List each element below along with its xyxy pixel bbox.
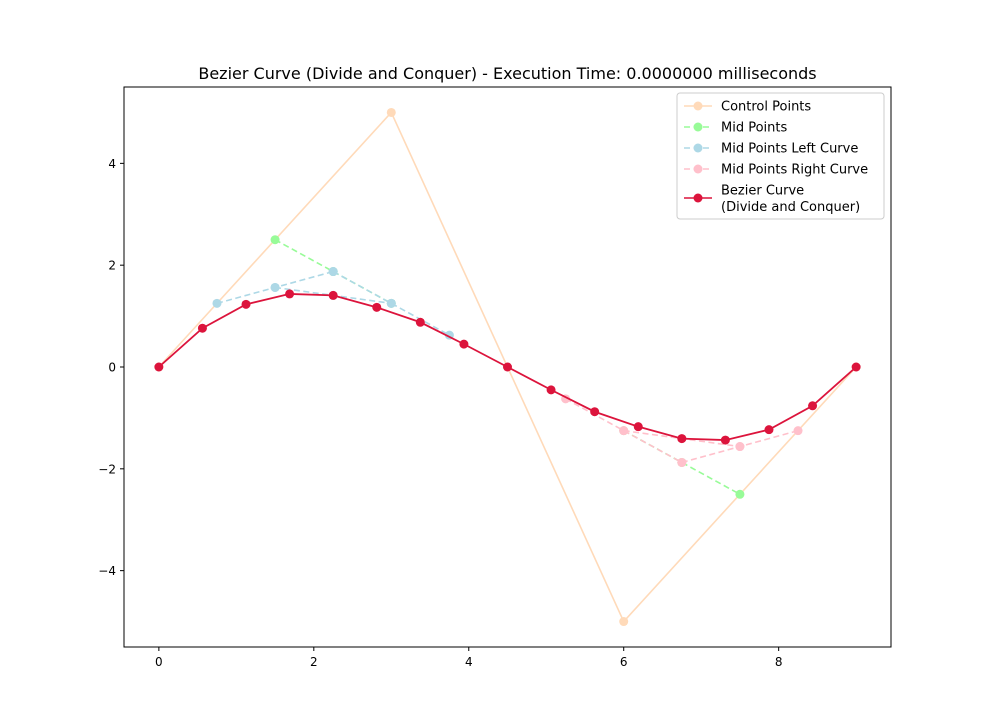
y-tick-label: 4 [108,157,116,171]
legend-swatch-marker [693,101,703,111]
x-tick-label: 6 [620,655,628,669]
bezier-curve-divide-and-conquer-point [808,401,818,411]
bezier-curve-divide-and-conquer-point [328,290,338,300]
legend-label: Mid Points Right Curve [721,163,868,178]
legend-label: (Divide and Conquer) [721,200,860,215]
bezier-curve-divide-and-conquer-point [285,289,295,299]
legend-label: Bezier Curve [721,184,804,199]
x-tick-label: 4 [465,655,473,669]
legend-swatch-marker [693,122,703,132]
bezier-curve-divide-and-conquer-point [459,339,469,349]
mid-points-left-curve-1-point [328,267,338,277]
bezier-curve-divide-and-conquer-point [241,299,251,309]
legend-box [676,92,885,220]
x-tick-label: 2 [310,655,318,669]
mid-points-right-curve-line-0 [565,398,683,464]
mid-points-left-curve-2-point [270,282,280,292]
legend-swatch-marker [693,164,703,174]
legend: Control Points Mid Points Mid Points Left … [676,92,885,220]
mid-points-line-0 [274,239,392,305]
bezier-curve-divide-and-conquer-point [633,422,643,432]
control-points-point [386,107,396,117]
y-tick-label: −2 [98,462,116,476]
y-tick-label: 0 [108,361,116,375]
legend-label: Mid Points [721,121,787,136]
mid-points-1-point [735,489,745,499]
legend-label: Mid Points Left Curve [721,142,858,157]
bezier-curve-divide-and-conquer-point [154,362,164,372]
legend-swatch-marker [693,143,703,153]
bezier-curve-divide-and-conquer-point [851,362,861,372]
x-tick-label: 8 [775,655,783,669]
plot-area [154,107,861,627]
mid-points-right-curve-1-point [793,426,803,436]
bezier-curve-divide-and-conquer-point [677,434,687,444]
bezier-curve-divide-and-conquer-point [197,323,207,333]
bezier-curve-divide-and-conquer-point [764,425,774,435]
plot-series [154,107,861,627]
bezier-curve-divide-and-conquer-point [546,385,556,395]
bezier-curve-divide-and-conquer-point [720,435,730,445]
mid-points-0-point [270,235,280,245]
mid-points-right-curve-2-point [735,442,745,452]
mid-points-left-curve-0-point [212,298,222,308]
legend-label: Control Points [721,100,811,115]
chart-title: Bezier Curve (Divide and Conquer) - Exec… [198,64,816,83]
bezier-curve-divide-and-conquer-point [372,302,382,312]
bezier-curve-divide-and-conquer-point [415,317,425,327]
legend-swatch-marker [693,193,703,203]
axes: 0 2 4 6 8 −4 −2 0 2 4 [98,86,892,669]
bezier-curve-divide-and-conquer-point [590,407,600,417]
mid-points-left-curve-line-1 [332,270,450,336]
y-tick-label: −4 [98,564,116,578]
mid-points-right-curve-2-point [619,426,629,436]
bezier-curve-divide-and-conquer-point [503,362,512,372]
control-points-point [619,617,629,627]
mid-points-left-curve-2-point [386,298,396,308]
mid-points-right-curve-1-point [677,457,687,467]
x-tick-label: 0 [155,655,163,669]
y-tick-label: 2 [108,259,116,273]
